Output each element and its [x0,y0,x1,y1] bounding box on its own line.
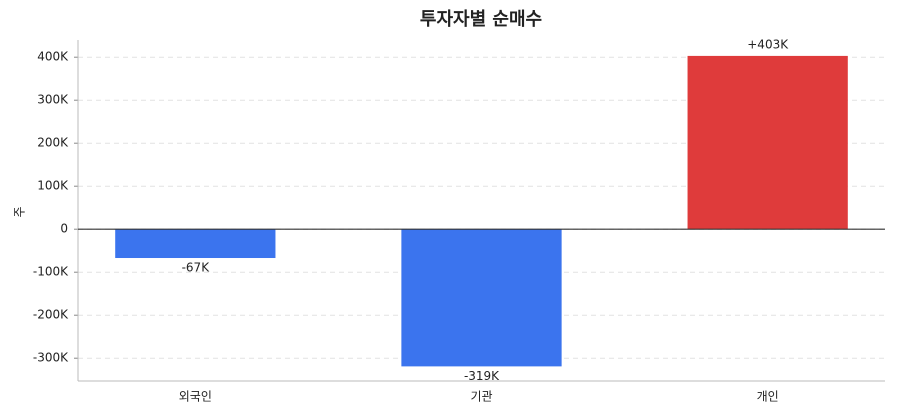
bar [115,229,276,259]
x-tick-label: 기관 [470,390,492,404]
y-tick-label: -100K [33,265,69,279]
value-label: -319K [464,369,500,383]
x-tick-label: 개인 [757,390,779,404]
y-tick-label: 100K [37,179,69,193]
x-tick-label: 외국인 [179,390,212,404]
bar [687,55,848,230]
y-tick-label: -300K [33,351,69,365]
y-tick-label: 200K [37,136,69,150]
y-tick-label: 0 [60,222,68,236]
y-tick-label: 400K [37,50,69,64]
value-label: +403K [747,37,789,51]
y-tick-label: -200K [33,308,69,322]
y-tick-label: 300K [37,93,69,107]
value-label: -67K [182,261,211,275]
chart-title: 투자자별 순매수 [420,9,542,30]
y-axis-label: 주 [13,206,27,217]
bar [401,229,562,367]
